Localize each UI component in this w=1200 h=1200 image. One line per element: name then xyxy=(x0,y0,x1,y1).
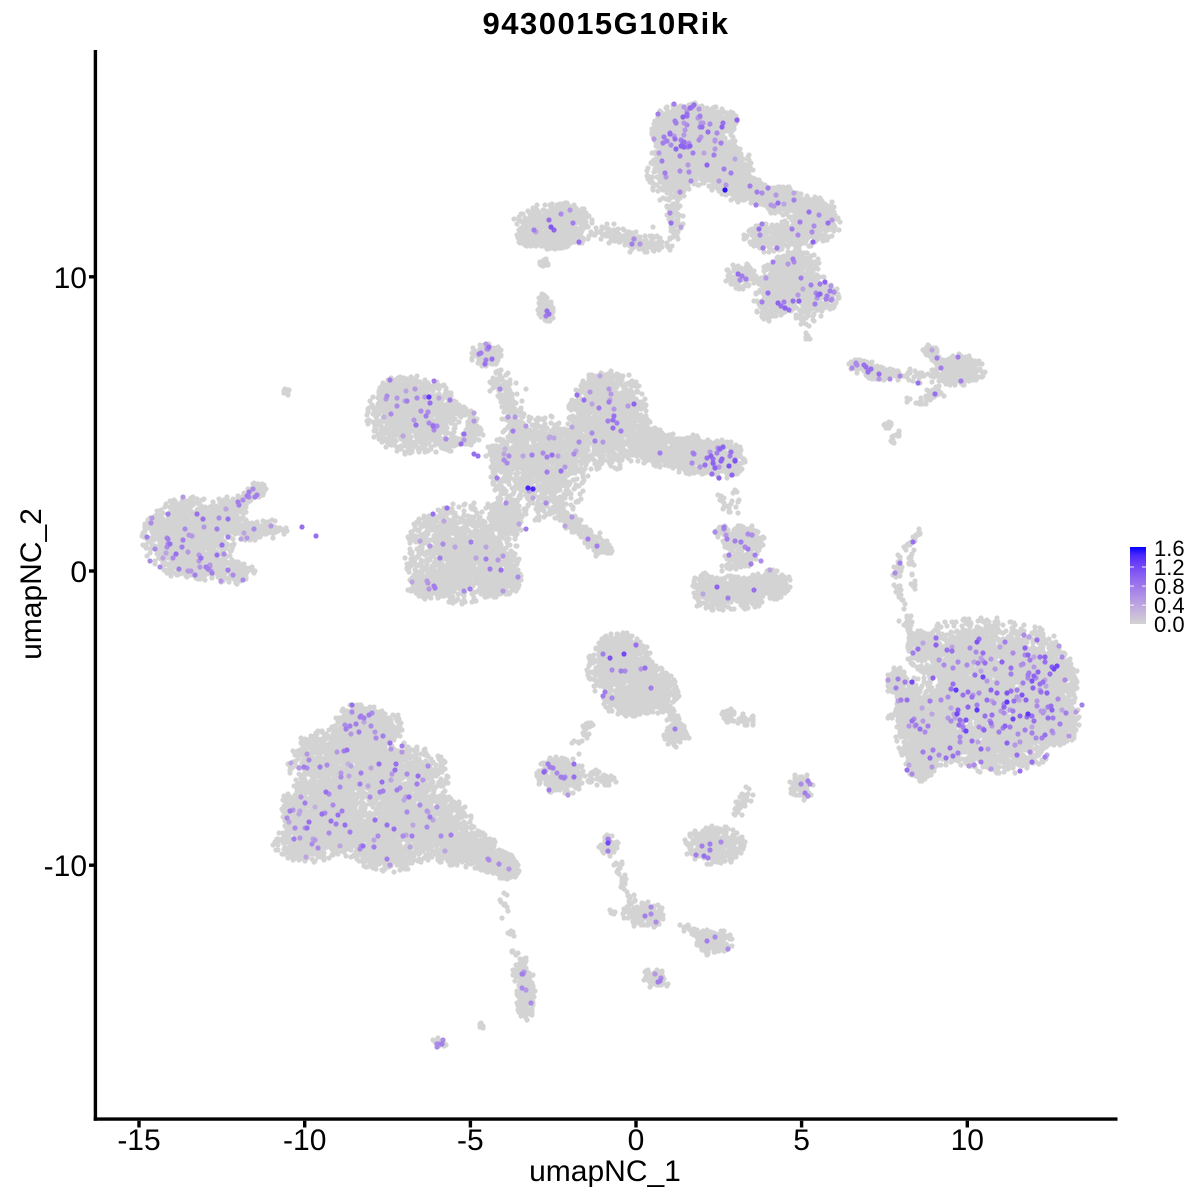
svg-text:0: 0 xyxy=(70,556,87,589)
svg-text:0.0: 0.0 xyxy=(1154,612,1185,637)
svg-text:umapNC_2: umapNC_2 xyxy=(15,508,48,660)
svg-text:0: 0 xyxy=(628,1124,645,1157)
svg-text:-10: -10 xyxy=(44,850,87,883)
svg-text:1.6: 1.6 xyxy=(1154,536,1185,561)
svg-text:9430015G10Rik: 9430015G10Rik xyxy=(482,6,729,41)
svg-text:0.4: 0.4 xyxy=(1154,593,1185,618)
svg-text:-5: -5 xyxy=(457,1124,484,1157)
svg-text:-10: -10 xyxy=(283,1124,326,1157)
svg-text:1.2: 1.2 xyxy=(1154,555,1185,580)
svg-text:0.8: 0.8 xyxy=(1154,574,1185,599)
svg-text:umapNC_1: umapNC_1 xyxy=(529,1155,681,1188)
svg-text:5: 5 xyxy=(793,1124,810,1157)
svg-text:10: 10 xyxy=(951,1124,984,1157)
svg-text:-15: -15 xyxy=(117,1124,160,1157)
svg-text:10: 10 xyxy=(54,262,87,295)
